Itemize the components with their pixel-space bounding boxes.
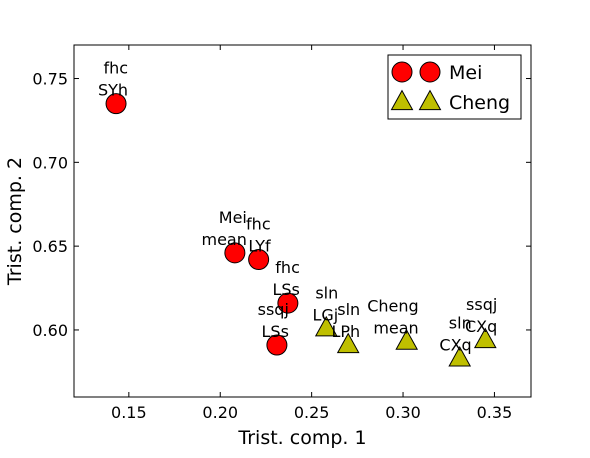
legend-cheng-marker	[390, 89, 414, 111]
mei-point	[277, 292, 299, 314]
mei-point-label: fhc	[275, 258, 300, 277]
mei-point	[105, 93, 127, 115]
x-tick-label: 0.30	[385, 403, 421, 422]
y-tick-label: 0.70	[32, 153, 68, 172]
mei-point-label: LSs	[262, 322, 289, 341]
x-tick-label: 0.25	[294, 403, 330, 422]
legend-mei-label: Mei	[449, 62, 482, 84]
y-axis-label: Trist. comp. 2	[4, 157, 26, 286]
legend-cheng-marker	[418, 89, 442, 111]
legend: Mei Cheng	[387, 54, 522, 120]
cheng-point	[314, 315, 338, 337]
y-tick-label: 0.60	[32, 321, 68, 340]
cheng-point	[395, 329, 419, 350]
cheng-point-label: Cheng	[367, 297, 418, 316]
cheng-point-label: mean	[373, 319, 418, 338]
cheng-point-label: LPh	[331, 322, 360, 341]
mei-point-label: ssqj	[258, 300, 289, 319]
mei-point-label: mean	[201, 230, 246, 249]
cheng-point	[448, 346, 472, 367]
mei-point-label: fhc	[103, 59, 128, 78]
mei-point-label: LSs	[272, 280, 299, 299]
mei-point-label: Mei	[219, 208, 247, 227]
mei-point-label: SYh	[98, 81, 128, 100]
mei-point	[224, 242, 246, 264]
cheng-point-label: sln	[315, 283, 338, 302]
mei-point-label: LYf	[248, 237, 271, 256]
mei-point-label: fhc	[246, 215, 271, 234]
y-tick-label: 0.75	[32, 70, 68, 89]
cheng-point-label: ssqj	[466, 295, 497, 314]
legend-mei-marker	[391, 61, 413, 83]
cheng-point-label: LGj	[312, 305, 338, 324]
axis-ticks: 0.15 0.20 0.25 0.30 0.35 0.60 0.65 0.70 0.75	[32, 45, 531, 422]
cheng-point-label: CXq	[465, 317, 497, 336]
cheng-point	[473, 327, 497, 349]
cheng-point	[336, 332, 360, 354]
x-tick-label: 0.20	[202, 403, 238, 422]
mei-point	[266, 334, 288, 356]
legend-mei-marker	[419, 61, 441, 83]
cheng-point-label: sln	[337, 300, 360, 319]
cheng-point-label: sln	[449, 313, 472, 332]
x-tick-label: 0.35	[477, 403, 513, 422]
x-tick-label: 0.15	[111, 403, 147, 422]
cheng-point-label: CXq	[439, 335, 471, 354]
mei-point	[248, 249, 270, 271]
y-tick-label: 0.65	[32, 237, 68, 256]
legend-cheng-label: Cheng	[449, 92, 510, 114]
x-axis-label: Trist. comp. 1	[237, 427, 366, 449]
